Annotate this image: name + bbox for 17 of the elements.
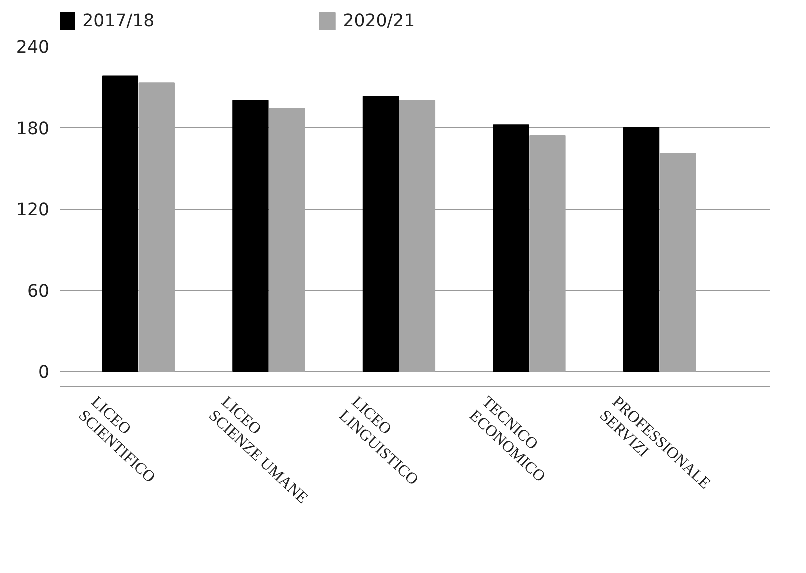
bar <box>399 100 436 372</box>
bar <box>102 76 139 372</box>
bar <box>269 108 306 372</box>
y-tick-label: 120 <box>16 200 50 221</box>
bar <box>232 100 269 372</box>
y-tick-label: 180 <box>16 119 50 140</box>
bar <box>362 96 400 372</box>
y-tick-label: 0 <box>38 363 50 384</box>
bar <box>493 124 530 372</box>
y-tick-label: 240 <box>16 38 50 58</box>
bar <box>138 82 175 372</box>
bar <box>660 153 696 372</box>
legend-label: 2020/21 <box>343 11 416 32</box>
legend-label: 2017/18 <box>82 11 155 32</box>
bar <box>530 135 566 372</box>
bar <box>623 127 660 372</box>
y-tick-label: 60 <box>27 282 50 302</box>
